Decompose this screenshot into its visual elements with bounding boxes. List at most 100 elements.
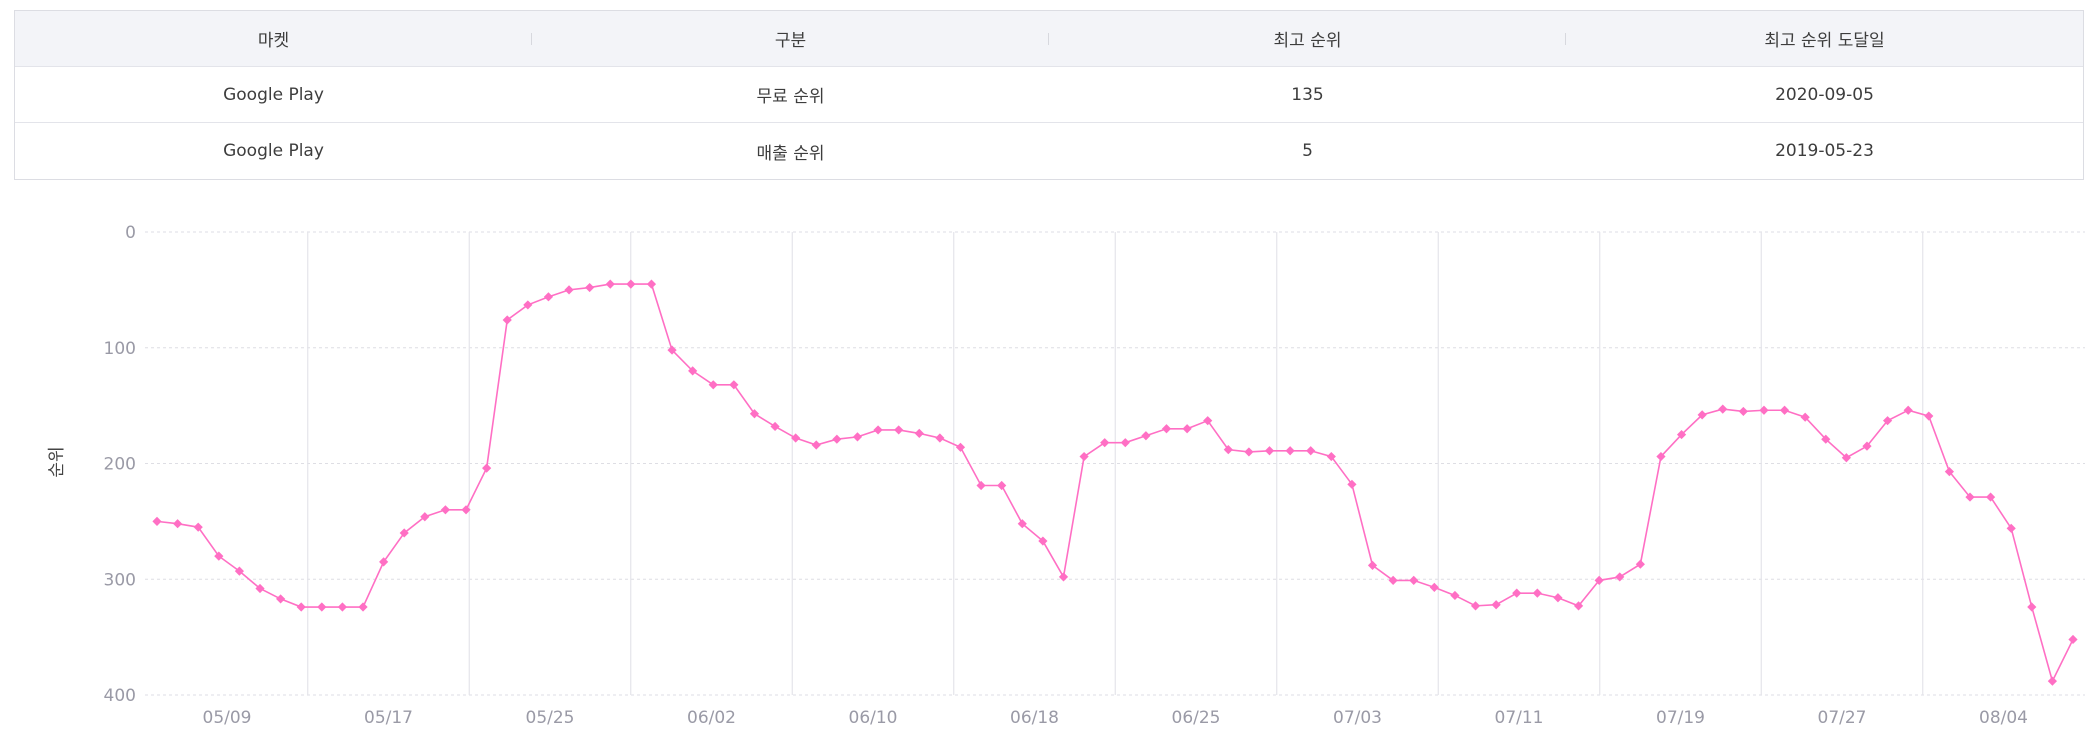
header-best-rank-date: 최고 순위 도달일	[1764, 31, 1885, 51]
x-tick-label: 07/03	[1333, 708, 1382, 728]
data-point[interactable]	[935, 433, 945, 443]
data-point[interactable]	[1244, 447, 1254, 457]
y-tick-label: 400	[104, 686, 136, 706]
data-point[interactable]	[1100, 438, 1110, 448]
data-point[interactable]	[1285, 446, 1295, 456]
data-point[interactable]	[1182, 424, 1192, 434]
data-point[interactable]	[1470, 601, 1481, 611]
data-point[interactable]	[1553, 593, 1563, 603]
data-point[interactable]	[1388, 575, 1398, 586]
data-point[interactable]	[255, 583, 265, 594]
data-point[interactable]	[1759, 405, 1769, 415]
data-point[interactable]	[1821, 434, 1831, 444]
data-point[interactable]	[214, 551, 224, 561]
data-point[interactable]	[852, 432, 863, 442]
y-tick-label: 200	[104, 455, 136, 475]
data-point[interactable]	[1924, 411, 1934, 421]
data-point[interactable]	[317, 602, 327, 612]
x-tick-label: 07/19	[1656, 708, 1705, 728]
data-point[interactable]	[399, 528, 409, 538]
data-point[interactable]	[914, 428, 924, 439]
data-point[interactable]	[1120, 438, 1130, 448]
data-point[interactable]	[296, 602, 306, 612]
data-point[interactable]	[1615, 572, 1625, 582]
data-point[interactable]	[1264, 446, 1275, 456]
data-point[interactable]	[1882, 416, 1893, 426]
data-point[interactable]	[955, 442, 966, 452]
data-point[interactable]	[1800, 412, 1810, 422]
data-point[interactable]	[379, 557, 389, 567]
data-point[interactable]	[1429, 582, 1439, 592]
series	[152, 279, 2078, 686]
data-point[interactable]	[152, 516, 162, 526]
data-point[interactable]	[997, 480, 1007, 491]
data-point[interactable]	[1326, 451, 1336, 462]
data-point[interactable]	[646, 279, 657, 289]
data-point[interactable]	[1635, 559, 1645, 569]
data-point[interactable]	[605, 279, 615, 289]
data-point[interactable]	[1841, 453, 1851, 463]
data-point[interactable]	[1409, 575, 1419, 586]
data-point[interactable]	[667, 345, 677, 355]
data-point[interactable]	[1058, 572, 1069, 582]
data-point[interactable]	[1594, 575, 1604, 586]
data-point[interactable]	[543, 292, 554, 302]
cell-market: Google Play	[223, 141, 324, 161]
data-point[interactable]	[461, 505, 471, 515]
data-point[interactable]	[276, 594, 286, 604]
data-point[interactable]	[708, 380, 718, 390]
data-point[interactable]	[626, 279, 636, 289]
data-point[interactable]	[1676, 429, 1687, 440]
data-point[interactable]	[1512, 588, 1522, 598]
data-point[interactable]	[1903, 405, 1913, 415]
data-point[interactable]	[358, 602, 368, 612]
data-point[interactable]	[1965, 492, 1975, 502]
data-point[interactable]	[1697, 410, 1707, 420]
header-market: 마켓	[15, 11, 532, 66]
data-point[interactable]	[1862, 441, 1872, 451]
data-point[interactable]	[894, 425, 904, 435]
data-point[interactable]	[2006, 523, 2016, 533]
data-point[interactable]	[1079, 451, 1089, 462]
data-point[interactable]	[1573, 601, 1584, 611]
data-point[interactable]	[2068, 634, 2078, 645]
data-point[interactable]	[1491, 600, 1501, 610]
data-point[interactable]	[1306, 446, 1316, 456]
data-point[interactable]	[482, 463, 492, 473]
data-point[interactable]	[770, 421, 780, 432]
data-point[interactable]	[1718, 404, 1728, 414]
data-point[interactable]	[1203, 416, 1213, 426]
data-point[interactable]	[1347, 479, 1357, 489]
x-tick-label: 07/27	[1818, 708, 1867, 728]
data-point[interactable]	[193, 522, 203, 532]
data-point[interactable]	[2027, 602, 2037, 612]
data-point[interactable]	[1450, 590, 1460, 601]
data-point[interactable]	[585, 282, 595, 293]
data-point[interactable]	[440, 505, 451, 515]
data-point[interactable]	[1223, 445, 1233, 455]
data-point[interactable]	[173, 519, 183, 529]
data-point[interactable]	[1141, 431, 1151, 441]
data-point[interactable]	[1985, 492, 1996, 502]
data-point[interactable]	[873, 425, 883, 435]
data-point[interactable]	[832, 434, 842, 444]
data-point[interactable]	[1779, 405, 1790, 415]
data-point[interactable]	[1532, 588, 1542, 598]
data-point[interactable]	[1017, 519, 1027, 529]
data-point[interactable]	[811, 440, 821, 450]
data-point[interactable]	[1656, 451, 1666, 462]
y-tick-label: 0	[125, 223, 136, 243]
data-point[interactable]	[1038, 536, 1048, 546]
data-point[interactable]	[420, 512, 430, 522]
data-point[interactable]	[1738, 406, 1748, 417]
data-point[interactable]	[976, 480, 986, 491]
x-tick-label: 05/25	[526, 708, 575, 728]
data-point[interactable]	[337, 602, 348, 612]
data-point[interactable]	[2047, 676, 2057, 686]
data-point[interactable]	[502, 315, 512, 325]
data-point[interactable]	[1944, 467, 1954, 477]
data-point[interactable]	[234, 566, 245, 576]
data-point[interactable]	[564, 285, 574, 295]
data-point[interactable]	[1161, 424, 1172, 434]
data-point[interactable]	[1367, 560, 1378, 570]
